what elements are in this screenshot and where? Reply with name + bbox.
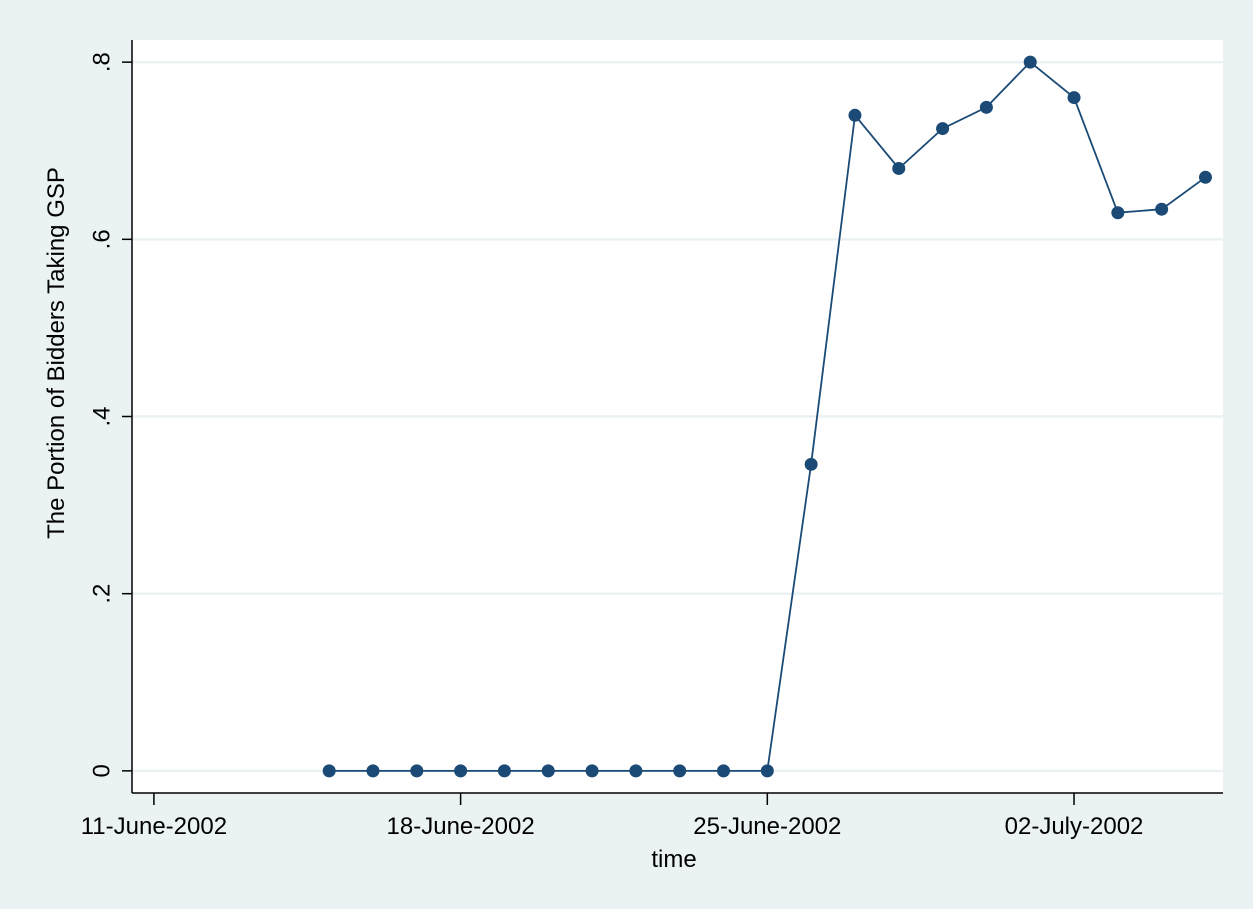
data-point [585,764,599,778]
x-tick-label: 11-June-2002 [81,813,227,840]
y-tick-label: .8 [89,52,116,72]
data-point [366,764,380,778]
data-point [1198,170,1212,184]
x-axis-ticks: 11-June-2002 18-June-2002 25-June-2002 02-J… [81,793,1144,840]
data-point [848,108,862,122]
data-point [497,764,511,778]
data-point [979,100,993,114]
data-point [1067,91,1081,105]
data-point [541,764,555,778]
data-point [322,764,336,778]
y-axis-title: The Portion of Bidders Taking GSP [43,167,70,539]
data-point [410,764,424,778]
data-point [454,764,468,778]
data-point [892,161,906,175]
data-point [760,764,774,778]
y-tick-label: .2 [89,584,116,604]
x-axis-title: time [651,846,696,873]
y-axis-ticks: 0 .2 .4 .6 .8 [89,52,132,778]
data-point [673,764,687,778]
data-points [322,55,1212,778]
y-tick-label: .6 [89,229,116,249]
data-point [1155,202,1169,216]
data-point [1111,206,1125,220]
data-point [804,457,818,471]
x-tick-label: 18-June-2002 [387,813,535,840]
y-tick-label: 0 [89,764,116,777]
x-tick-label: 25-June-2002 [693,813,841,840]
data-point [629,764,643,778]
x-tick-label: 02-July-2002 [1005,813,1144,840]
y-tick-label: .4 [89,406,116,426]
data-point [936,122,950,136]
data-point [1023,55,1037,69]
data-point [717,764,731,778]
